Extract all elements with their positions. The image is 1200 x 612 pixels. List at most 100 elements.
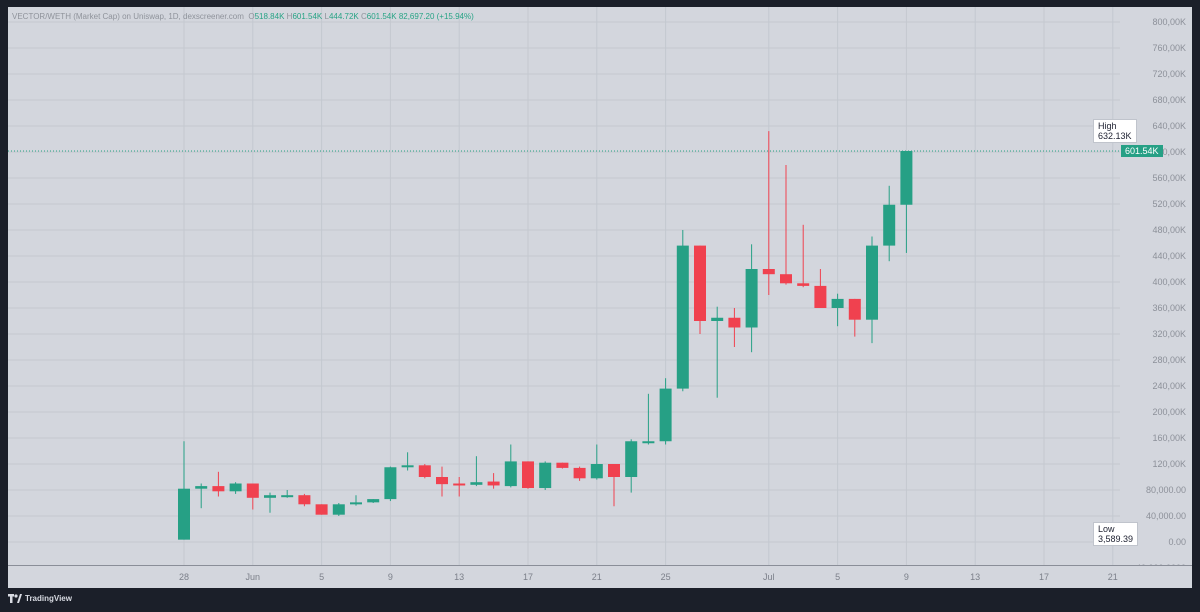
low-price-badge: Low 3,589.39 xyxy=(1093,521,1139,546)
candle-up xyxy=(625,439,638,493)
candle-body xyxy=(195,486,208,489)
time-axis[interactable]: 28 Jun 5 9 13 17 21 25 Jul 5 9 13 17 21 xyxy=(8,565,1192,588)
candle-body xyxy=(608,464,620,477)
candle-body xyxy=(315,504,328,515)
candle-up xyxy=(470,456,483,487)
candle-body xyxy=(711,317,724,321)
legend-close-key: C xyxy=(360,12,367,21)
high-price-badge: High 632.13K xyxy=(1093,119,1137,144)
high-value: 632.13K xyxy=(1098,131,1132,142)
candle-body xyxy=(470,482,483,485)
candle-body xyxy=(522,461,534,489)
candle-body xyxy=(212,486,225,492)
grid-lines xyxy=(8,7,1120,565)
candle-up xyxy=(384,466,397,502)
time-tick-label: 21 xyxy=(591,572,602,582)
candle-body xyxy=(625,441,638,477)
candle-body xyxy=(332,504,345,515)
candle-down xyxy=(608,464,620,507)
time-tick-label: 9 xyxy=(903,572,909,582)
candle-up xyxy=(264,492,276,513)
legend-low: 444.72K xyxy=(328,12,359,21)
candle-up xyxy=(642,393,655,445)
candle-down xyxy=(556,462,569,469)
price-tick-label: 160,00K xyxy=(1152,433,1186,443)
time-tick-label: 17 xyxy=(522,572,534,582)
legend-title: VECTOR/WETH (Market Cap) on Uniswap, 1D,… xyxy=(12,12,244,21)
candle-body xyxy=(401,465,414,468)
candle-body xyxy=(504,461,517,487)
time-tick-label: 21 xyxy=(1107,572,1118,582)
candle-body xyxy=(246,483,259,498)
candle-body xyxy=(264,495,276,498)
candle-body xyxy=(883,204,896,246)
candle-body xyxy=(728,317,741,328)
candles xyxy=(178,131,913,540)
candle-body xyxy=(590,464,603,479)
low-value: 3,589.39 xyxy=(1098,533,1134,544)
candle-up xyxy=(539,461,552,490)
legend-high: 601.54K xyxy=(292,12,323,21)
time-tick-label: 5 xyxy=(835,572,841,582)
price-tick-label: 0.00 xyxy=(1168,537,1186,547)
candle-up xyxy=(745,244,758,353)
price-tick-label: 800,00K xyxy=(1152,17,1186,27)
candle-up xyxy=(178,441,190,540)
candle-up xyxy=(659,378,672,445)
candle-down xyxy=(298,493,311,507)
candle-up xyxy=(350,495,362,506)
candle-body xyxy=(453,483,466,486)
candle-body xyxy=(676,245,689,389)
price-tick-label: 680,00K xyxy=(1152,95,1186,105)
price-tick-label: 400,00K xyxy=(1152,277,1186,287)
candle-body xyxy=(780,274,792,284)
time-tick-label: Jul xyxy=(763,572,775,582)
candle-body xyxy=(367,499,380,503)
candle-body xyxy=(573,467,586,479)
price-tick-label: 440,00K xyxy=(1152,251,1186,261)
legend-open-key: O xyxy=(246,12,255,21)
price-tick-label: 280,00K xyxy=(1152,355,1186,365)
candle-up xyxy=(401,452,414,471)
price-tick-label: 760,00K xyxy=(1152,43,1186,53)
candle-down xyxy=(694,245,706,334)
candle-body xyxy=(900,150,913,205)
candle-down xyxy=(848,298,861,337)
candle-up xyxy=(866,236,878,344)
candle-body xyxy=(436,477,448,485)
candle-body xyxy=(814,285,827,308)
candle-down xyxy=(212,471,225,497)
candle-body xyxy=(418,465,431,477)
candle-body xyxy=(384,467,397,500)
price-tick-label: 200,00K xyxy=(1152,407,1186,417)
candle-up xyxy=(367,499,380,503)
candle-down xyxy=(573,466,586,481)
legend-open: 518.84K xyxy=(254,12,285,21)
candle-down xyxy=(522,461,534,489)
candle-body xyxy=(539,462,552,489)
candle-down xyxy=(728,308,741,347)
price-axis[interactable]: 800,00K 760,00K 720,00K 680,00K 640,00K 600,0… xyxy=(1120,7,1192,573)
time-tick-label: 5 xyxy=(319,572,325,582)
price-tick-label: 40,000.00 xyxy=(1145,511,1186,521)
candle-up xyxy=(676,230,689,392)
price-tick-label: 240,00K xyxy=(1152,381,1186,391)
candlestick-chart[interactable] xyxy=(8,7,1120,565)
candle-body xyxy=(229,483,242,492)
candle-body xyxy=(350,502,362,505)
candle-body xyxy=(745,269,758,328)
candle-down xyxy=(315,504,328,515)
candle-body xyxy=(694,245,706,321)
price-tick-label: 640,00K xyxy=(1152,121,1186,131)
price-tick-label: 320,00K xyxy=(1152,329,1186,339)
time-tick-label: 9 xyxy=(387,572,393,582)
tradingview-logo: TradingView xyxy=(8,594,72,603)
high-label: High xyxy=(1098,121,1117,132)
chart-plot-area[interactable]: VECTOR/WETH (Market Cap) on Uniswap, 1D,… xyxy=(8,7,1120,565)
candle-body xyxy=(281,495,294,498)
legend-high-key: H xyxy=(286,12,293,21)
tradingview-logo-icon xyxy=(8,594,22,603)
current-price-badge: 601.54K xyxy=(1121,144,1163,157)
candle-down xyxy=(780,165,792,285)
candle-down xyxy=(487,473,500,489)
